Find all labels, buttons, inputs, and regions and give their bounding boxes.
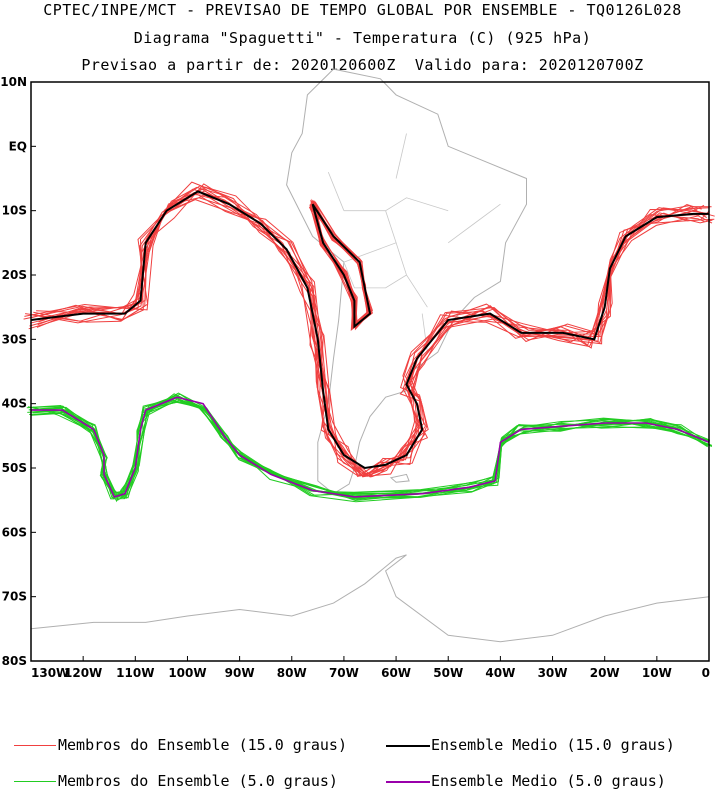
country-border — [343, 197, 449, 212]
lon-tick-label: 50W — [433, 666, 463, 680]
legend-label-mean-15: Ensemble Medio (15.0 graus) — [431, 736, 675, 754]
coastlines — [30, 68, 710, 643]
lon-tick-label: 80W — [277, 666, 307, 680]
legend-label-mean-5: Ensemble Medio (5.0 graus) — [431, 772, 666, 790]
legend-swatch-members-15 — [14, 745, 56, 746]
map-frame — [30, 81, 710, 662]
lon-tick-label: 70W — [329, 666, 359, 680]
legend-swatch-mean-15 — [386, 745, 430, 747]
lon-tick-label: 100W — [168, 666, 206, 680]
falklands-coast — [389, 473, 410, 483]
lat-tick-label: 80S — [2, 654, 27, 668]
member-contour-15 — [30, 195, 707, 477]
member-contour-15 — [28, 188, 712, 477]
country-border — [343, 242, 428, 308]
lon-tick-label: 20W — [590, 666, 620, 680]
lon-tick-label: 90W — [225, 666, 255, 680]
member-contour-5 — [33, 393, 708, 500]
figure-title-line2: Diagrama "Spaguetti" - Temperatura (C) (… — [133, 29, 592, 47]
member-contour-5 — [32, 394, 706, 503]
antarctica-coast — [30, 554, 710, 643]
lat-tick-label: 10S — [2, 204, 27, 218]
lon-tick-label: 30W — [538, 666, 568, 680]
member-contour-15 — [32, 186, 708, 478]
south-america-coast — [286, 68, 527, 495]
mean-contour-15-island — [311, 203, 372, 329]
member-contour-15 — [25, 188, 710, 478]
member-contour-15-island — [312, 202, 373, 331]
figure-title-line3: Previsao a partir de: 2020120600Z Valido… — [81, 56, 644, 74]
lat-tick-label: 20S — [2, 268, 27, 282]
member-contour-15 — [23, 181, 715, 478]
ensemble-means — [30, 190, 710, 498]
country-border — [327, 171, 345, 211]
lon-tick-label: 10W — [642, 666, 672, 680]
country-border — [343, 261, 407, 289]
mean-contour-15 — [30, 190, 709, 470]
lat-tick-label: 70S — [2, 590, 27, 604]
lat-tick-label: 50S — [2, 461, 27, 475]
figure-title-line1: CPTEC/INPE/MCT - PREVISAO DE TEMPO GLOBA… — [43, 1, 682, 19]
member-contour-15 — [33, 190, 713, 478]
country-border — [447, 203, 501, 244]
lon-tick-label: 40W — [485, 666, 515, 680]
mean-contour-5 — [31, 396, 710, 498]
legend-swatch-members-5 — [14, 781, 56, 782]
legend-swatch-mean-5 — [386, 781, 430, 783]
lon-tick-label: 60W — [381, 666, 411, 680]
ensemble-members-15-deg — [23, 181, 715, 478]
lon-tick-label: 120W — [64, 666, 102, 680]
member-contour-15 — [30, 199, 713, 478]
country-border — [395, 133, 407, 179]
legend-label-members-15: Membros do Ensemble (15.0 graus) — [58, 736, 347, 754]
ensemble-members-5-deg — [26, 392, 713, 503]
lon-tick-label: 130W — [31, 666, 69, 680]
lat-tick-label: 30S — [2, 332, 27, 346]
lat-tick-label: 60S — [2, 525, 27, 539]
legend-label-members-5: Membros do Ensemble (5.0 graus) — [58, 772, 338, 790]
member-contour-15 — [31, 183, 702, 478]
member-contour-15-island — [309, 200, 373, 326]
country-border — [385, 210, 397, 243]
lat-tick-label: 10N — [0, 75, 27, 89]
lat-tick-label: 40S — [2, 397, 27, 411]
lon-tick-label: 0 — [702, 666, 710, 680]
member-contour-5 — [32, 396, 710, 499]
lat-tick-label: EQ — [9, 139, 27, 153]
lon-tick-label: 110W — [116, 666, 154, 680]
